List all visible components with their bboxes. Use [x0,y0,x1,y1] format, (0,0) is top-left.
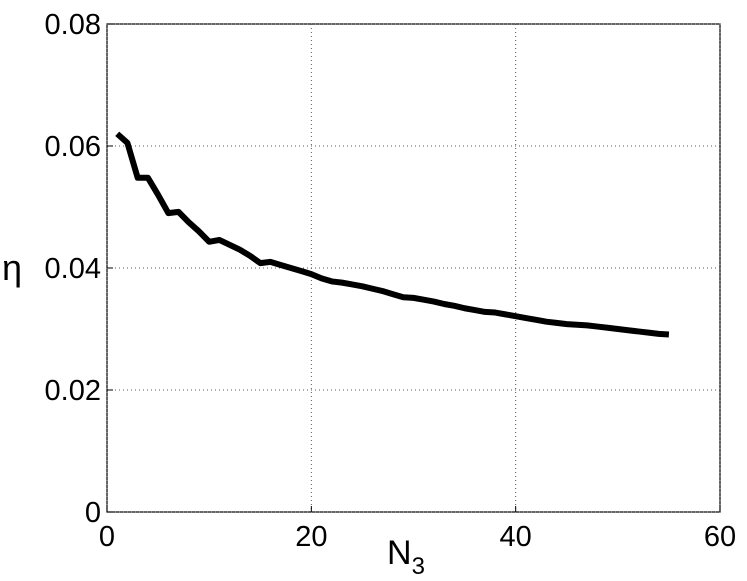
x-tick-label: 0 [99,521,115,553]
y-tick-label: 0 [85,497,101,529]
y-axis-label: η [2,247,22,288]
x-axis-label-main: N [387,534,412,572]
plot-area [106,23,721,513]
data-line [115,131,670,338]
y-tick-label: 0.06 [45,131,101,163]
y-tick-label: 0.04 [45,253,101,285]
y-tick-label: 0.02 [45,375,101,407]
x-axis-label-subscript: 3 [412,553,425,580]
x-tick-label: 60 [704,521,736,553]
x-tick-label: 20 [295,521,327,553]
x-axis-label: N3 [387,534,425,580]
y-tick-label: 0.08 [45,9,101,41]
x-tick-label: 40 [500,521,532,553]
